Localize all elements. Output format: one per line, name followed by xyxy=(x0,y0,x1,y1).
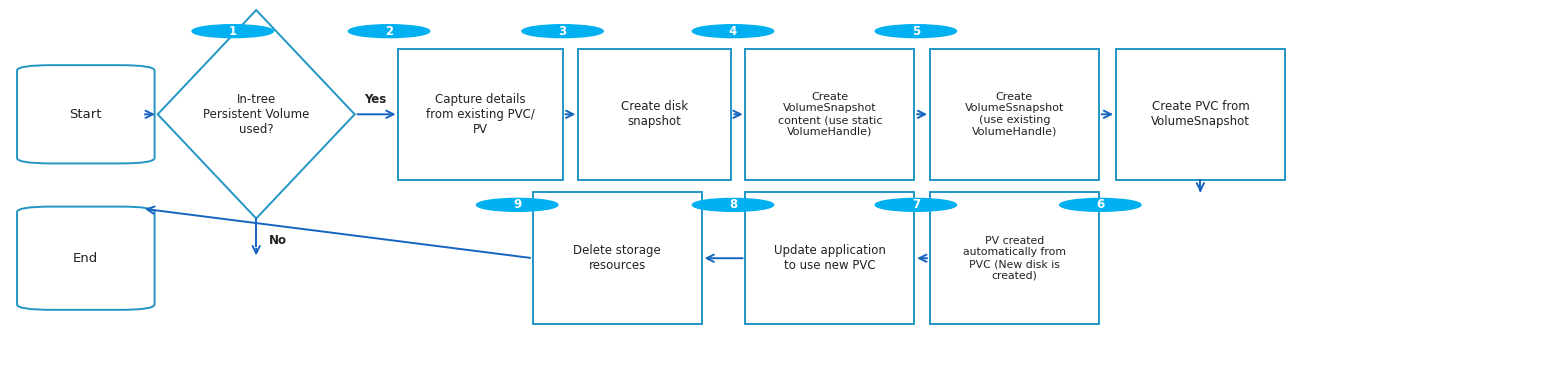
FancyBboxPatch shape xyxy=(532,192,702,324)
FancyBboxPatch shape xyxy=(930,48,1099,180)
Circle shape xyxy=(1060,198,1142,211)
Circle shape xyxy=(875,25,957,38)
Text: No: No xyxy=(269,234,287,248)
Circle shape xyxy=(193,25,274,38)
Text: 1: 1 xyxy=(229,25,236,38)
Polygon shape xyxy=(158,10,354,219)
Circle shape xyxy=(692,198,774,211)
Text: Start: Start xyxy=(69,108,102,121)
Text: Update application
to use new PVC: Update application to use new PVC xyxy=(774,244,886,272)
FancyBboxPatch shape xyxy=(17,65,155,164)
Text: 3: 3 xyxy=(559,25,567,38)
FancyBboxPatch shape xyxy=(17,207,155,310)
Text: Yes: Yes xyxy=(363,93,387,106)
Circle shape xyxy=(692,25,774,38)
FancyBboxPatch shape xyxy=(930,192,1099,324)
FancyBboxPatch shape xyxy=(745,48,915,180)
Circle shape xyxy=(521,25,603,38)
Circle shape xyxy=(476,198,557,211)
Text: 8: 8 xyxy=(728,198,738,211)
Text: 5: 5 xyxy=(911,25,919,38)
Circle shape xyxy=(875,198,957,211)
Text: Capture details
from existing PVC/
PV: Capture details from existing PVC/ PV xyxy=(426,93,536,136)
Text: Create
VolumeSnapshot
content (use static
VolumeHandle): Create VolumeSnapshot content (use stati… xyxy=(778,92,882,137)
Text: End: End xyxy=(74,252,99,265)
FancyBboxPatch shape xyxy=(578,48,731,180)
Text: 4: 4 xyxy=(728,25,738,38)
Circle shape xyxy=(348,25,429,38)
Text: 9: 9 xyxy=(514,198,521,211)
FancyBboxPatch shape xyxy=(745,192,915,324)
Text: 2: 2 xyxy=(385,25,393,38)
Text: Delete storage
resources: Delete storage resources xyxy=(573,244,661,272)
Text: PV created
automatically from
PVC (New disk is
created): PV created automatically from PVC (New d… xyxy=(963,236,1066,280)
Text: Create disk
snapshot: Create disk snapshot xyxy=(622,100,689,128)
Text: Create
VolumeSsnapshot
(use existing
VolumeHandle): Create VolumeSsnapshot (use existing Vol… xyxy=(965,92,1063,137)
Text: 7: 7 xyxy=(911,198,919,211)
FancyBboxPatch shape xyxy=(398,48,562,180)
FancyBboxPatch shape xyxy=(1117,48,1284,180)
Text: 6: 6 xyxy=(1096,198,1104,211)
Text: Create PVC from
VolumeSnapshot: Create PVC from VolumeSnapshot xyxy=(1151,100,1250,128)
Text: In-tree
Persistent Volume
used?: In-tree Persistent Volume used? xyxy=(204,93,310,136)
